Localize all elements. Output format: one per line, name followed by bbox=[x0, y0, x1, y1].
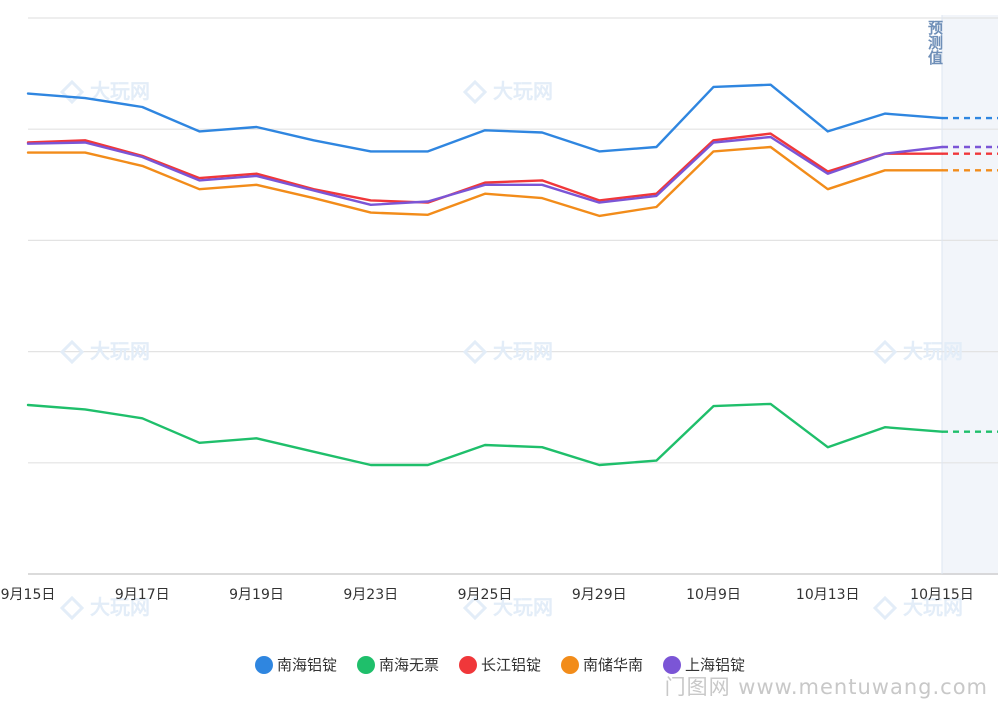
logo-watermark: 大玩网 bbox=[493, 339, 553, 363]
legend-label: 南海铝锭 bbox=[276, 656, 337, 674]
legend-item-nanhai-ingot[interactable]: 南海铝锭 bbox=[254, 654, 337, 675]
source-watermark: 门图网 www.mentuwang.com bbox=[664, 675, 988, 699]
legend-dot-icon bbox=[356, 655, 375, 674]
logo-watermark: 大玩网 bbox=[493, 79, 553, 103]
logo-watermark-icon bbox=[59, 79, 85, 105]
series-line-4 bbox=[26, 135, 944, 207]
legend-item-changjiang-ingot[interactable]: 长江铝锭 bbox=[458, 654, 541, 675]
x-tick-label: 9月19日 bbox=[229, 587, 284, 603]
legend-item-nanhai-no-invoice[interactable]: 南海无票 bbox=[356, 654, 439, 675]
logo-watermark-icon bbox=[59, 339, 85, 365]
logo-watermark-icon bbox=[462, 595, 488, 621]
logo-watermark: 大玩网 bbox=[90, 339, 150, 363]
logo-watermark: 大玩网 bbox=[90, 79, 150, 103]
legend-label: 长江铝锭 bbox=[480, 656, 541, 674]
series-layer bbox=[26, 83, 998, 467]
x-tick-label: 9月29日 bbox=[572, 587, 627, 603]
x-tick-label: 10月15日 bbox=[910, 587, 974, 603]
series-line-0 bbox=[26, 83, 944, 153]
legend-dot-icon bbox=[561, 655, 579, 674]
x-tick-label: 9月23日 bbox=[343, 587, 398, 603]
legend-label: 上海铝锭 bbox=[685, 656, 746, 674]
x-axis-ticks: 9月15日 9月17日 9月19日 9月23日 9月25日 9月29日 10月9日 10月13… bbox=[1, 587, 974, 603]
logo-watermark: 大玩网 bbox=[903, 595, 963, 619]
legend: 南海铝锭 南海无票 长江铝锭 南储华南 上海铝锭 bbox=[0, 654, 1000, 675]
legend-dot-icon bbox=[254, 655, 273, 674]
logo-watermark-icon bbox=[59, 595, 85, 621]
legend-item-shanghai-ingot[interactable]: 上海铝锭 bbox=[663, 654, 745, 675]
logo-watermark: 大玩网 bbox=[903, 339, 963, 363]
forecast-region bbox=[942, 15, 998, 575]
logo-watermark-icon bbox=[872, 595, 898, 621]
x-tick-label: 10月9日 bbox=[686, 587, 741, 603]
series-line-2 bbox=[26, 132, 944, 204]
logo-watermark-icon bbox=[462, 79, 488, 105]
grid-layer bbox=[28, 15, 998, 575]
series-line-1 bbox=[26, 402, 944, 467]
logo-watermark: 大玩网 bbox=[90, 595, 150, 619]
legend-label: 南储华南 bbox=[583, 656, 644, 674]
forecast-label: 预测值 bbox=[926, 20, 944, 65]
legend-label: 南海无票 bbox=[378, 656, 439, 674]
series-line-3 bbox=[26, 145, 944, 218]
x-tick-label: 10月13日 bbox=[796, 587, 860, 603]
logo-watermark: 大玩网 bbox=[493, 595, 553, 619]
legend-item-nanchu-south-china[interactable]: 南储华南 bbox=[561, 654, 643, 675]
x-tick-label: 9月17日 bbox=[115, 587, 170, 603]
x-tick-label: 9月15日 bbox=[1, 587, 56, 603]
logo-watermark-icon bbox=[462, 339, 488, 365]
logo-watermark-icon bbox=[872, 339, 898, 365]
legend-dot-icon bbox=[663, 655, 682, 674]
legend-dot-icon bbox=[458, 655, 477, 674]
x-tick-label: 9月25日 bbox=[458, 587, 513, 603]
